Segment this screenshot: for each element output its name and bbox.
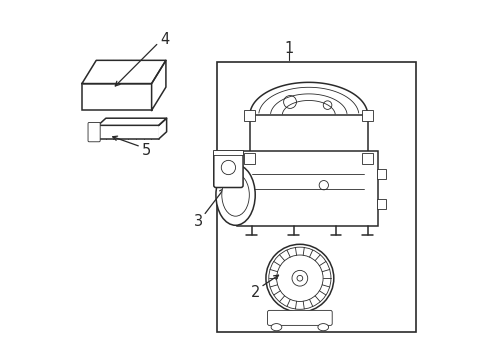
Bar — [213, 150, 243, 155]
FancyBboxPatch shape — [213, 151, 243, 188]
Bar — [244, 110, 255, 121]
Bar — [362, 153, 372, 164]
Bar — [249, 115, 367, 158]
Polygon shape — [159, 118, 166, 139]
Bar — [237, 152, 378, 226]
Bar — [230, 168, 239, 179]
Circle shape — [296, 275, 302, 281]
Text: 4: 4 — [160, 32, 169, 47]
Polygon shape — [151, 60, 165, 111]
Text: 5: 5 — [142, 143, 151, 158]
Bar — [376, 199, 385, 209]
Ellipse shape — [270, 324, 281, 331]
Ellipse shape — [317, 324, 328, 331]
Bar — [230, 199, 239, 209]
FancyBboxPatch shape — [267, 310, 331, 325]
Bar — [376, 168, 385, 179]
Bar — [98, 125, 159, 139]
Bar — [362, 110, 372, 121]
Bar — [82, 84, 151, 111]
Polygon shape — [82, 60, 165, 84]
Ellipse shape — [216, 165, 255, 225]
FancyBboxPatch shape — [88, 122, 100, 142]
Bar — [216, 62, 415, 332]
Bar — [244, 153, 255, 164]
Text: 1: 1 — [284, 41, 293, 56]
Polygon shape — [98, 118, 166, 125]
Text: 3: 3 — [193, 213, 202, 229]
Ellipse shape — [222, 174, 249, 216]
Text: 2: 2 — [250, 285, 260, 300]
